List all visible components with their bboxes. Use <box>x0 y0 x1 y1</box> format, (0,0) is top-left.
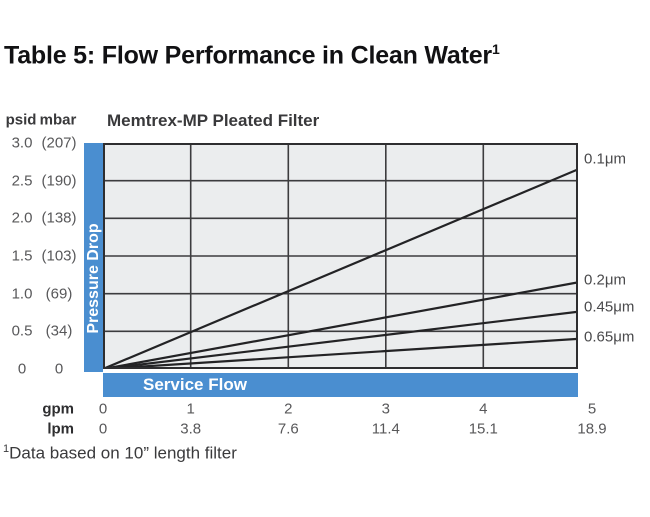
y-tick-psid: 0 <box>17 360 27 378</box>
x-unit-lpm: lpm <box>47 420 74 438</box>
x-tick-gpm: 3 <box>381 400 390 418</box>
x-tick-gpm: 1 <box>186 400 195 418</box>
footnote: 1Data based on 10” length filter <box>3 443 237 464</box>
pressure-drop-label: Pressure Drop <box>85 223 102 334</box>
y-axis-unit-mbar: mbar <box>39 111 77 129</box>
y-tick-mbar: (138) <box>41 209 77 227</box>
page-title-text: Table 5: Flow Performance in Clean Water <box>4 41 492 70</box>
y-tick-mbar: (207) <box>41 134 77 152</box>
page-title-superscript: 1 <box>491 41 500 57</box>
y-tick-mbar: (190) <box>41 172 77 190</box>
x-tick-lpm: 3.8 <box>180 420 202 438</box>
x-unit-gpm: gpm <box>42 400 74 418</box>
chart-title: Memtrex-MP Pleated Filter <box>107 111 320 130</box>
series-label: 0.1μm <box>584 150 626 168</box>
x-tick-gpm: 2 <box>284 400 293 418</box>
x-tick-lpm: 15.1 <box>468 420 498 438</box>
x-tick-gpm: 0 <box>98 400 108 418</box>
series-label: 0.65μm <box>584 328 635 346</box>
y-tick-mbar: (69) <box>45 285 73 303</box>
y-tick-psid: 3.0 <box>11 134 33 152</box>
page-title: Table 5: Flow Performance in Clean Water… <box>4 41 500 70</box>
y-tick-mbar: (103) <box>41 247 77 265</box>
y-tick-psid: 1.0 <box>11 285 33 303</box>
y-tick-psid: 2.0 <box>11 209 33 227</box>
plot-area <box>103 143 578 369</box>
x-tick-lpm: 7.6 <box>277 420 299 438</box>
y-tick-psid: 1.5 <box>11 247 33 265</box>
y-tick-psid: 0.5 <box>11 322 33 340</box>
x-tick-gpm: 5 <box>587 400 597 418</box>
footnote-superscript: 1 <box>3 443 10 455</box>
x-tick-lpm: 11.4 <box>371 420 400 438</box>
series-label: 0.45μm <box>584 298 635 316</box>
footnote-text: Data based on 10” length filter <box>9 443 237 463</box>
y-tick-psid: 2.5 <box>11 172 33 190</box>
chart-canvas <box>103 143 578 369</box>
x-tick-lpm: 0 <box>98 420 108 438</box>
series-label: 0.2μm <box>584 271 626 289</box>
x-tick-gpm: 4 <box>479 400 488 418</box>
service-flow-axis-bar: Service Flow <box>103 373 578 397</box>
service-flow-label: Service Flow <box>143 375 247 394</box>
y-axis-unit-psid: psid <box>5 111 37 129</box>
pressure-drop-axis-bar: Pressure Drop <box>84 143 103 372</box>
x-tick-lpm: 18.9 <box>577 420 607 438</box>
y-tick-mbar: 0 <box>54 360 64 378</box>
y-tick-mbar: (34) <box>45 322 73 340</box>
